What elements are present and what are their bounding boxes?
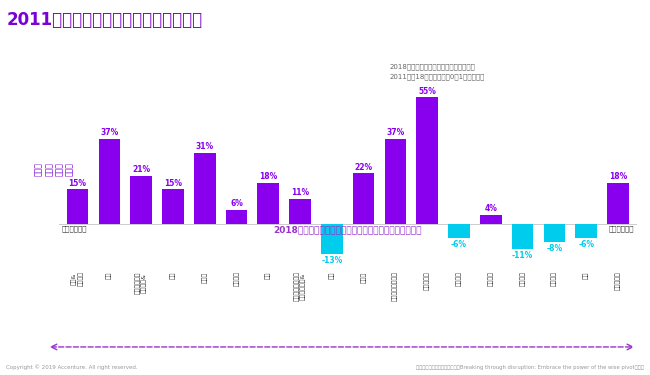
- Bar: [194, 153, 216, 224]
- Bar: [321, 224, 343, 254]
- Bar: [417, 98, 438, 224]
- Text: 11%: 11%: [291, 188, 309, 197]
- Bar: [131, 176, 152, 224]
- Bar: [353, 173, 374, 224]
- Text: アクセンチュア最新レポート「Breaking through disruption: Embrace the power of the wise pivot」よ: アクセンチュア最新レポート「Breaking through disruptio…: [415, 366, 644, 370]
- Text: 規模が小さい: 規模が小さい: [608, 225, 634, 232]
- Text: 18%: 18%: [609, 172, 627, 181]
- Bar: [162, 189, 184, 224]
- Bar: [543, 224, 565, 242]
- Bar: [448, 224, 470, 238]
- Text: 37%: 37%: [386, 128, 404, 137]
- Bar: [226, 210, 247, 224]
- Y-axis label: 創造的
破壊の
規模の
増減率: 創造的 破壊の 規模の 増減率: [34, 162, 75, 176]
- Bar: [575, 224, 597, 238]
- Text: 31%: 31%: [196, 142, 214, 151]
- Text: -8%: -8%: [546, 244, 562, 253]
- Text: 2018年時点の破壊規模のランキングと、
2011年～18年の指標値（0～1）の増減率: 2018年時点の破壊規模のランキングと、 2011年～18年の指標値（0～1）の…: [390, 64, 486, 80]
- Text: 22%: 22%: [355, 162, 372, 171]
- Text: 6%: 6%: [230, 200, 243, 208]
- Bar: [67, 189, 88, 224]
- Text: 37%: 37%: [100, 128, 118, 137]
- Text: 15%: 15%: [68, 178, 86, 188]
- Text: 55%: 55%: [419, 87, 436, 96]
- Bar: [257, 183, 279, 224]
- Bar: [289, 199, 311, 224]
- Text: 18%: 18%: [259, 172, 278, 181]
- Text: -6%: -6%: [578, 240, 594, 249]
- Bar: [480, 215, 502, 224]
- Text: 21%: 21%: [132, 165, 150, 174]
- Text: -11%: -11%: [512, 251, 533, 260]
- Bar: [512, 224, 534, 249]
- Bar: [385, 139, 406, 224]
- Text: -6%: -6%: [451, 240, 467, 249]
- Text: 規模が大きい: 規模が大きい: [62, 225, 87, 232]
- Text: 2018年時点における創造的破壊の規模の業界ランキング: 2018年時点における創造的破壊の規模の業界ランキング: [274, 225, 422, 234]
- Text: Copyright © 2019 Accenture. All right reserved.: Copyright © 2019 Accenture. All right re…: [6, 365, 138, 370]
- Text: 2011年以降、創造的破壊の規模が拡大: 2011年以降、創造的破壊の規模が拡大: [6, 11, 203, 29]
- Bar: [99, 139, 120, 224]
- Text: 15%: 15%: [164, 178, 182, 188]
- Bar: [607, 183, 629, 224]
- Text: 4%: 4%: [484, 204, 497, 213]
- Text: -13%: -13%: [321, 256, 343, 265]
